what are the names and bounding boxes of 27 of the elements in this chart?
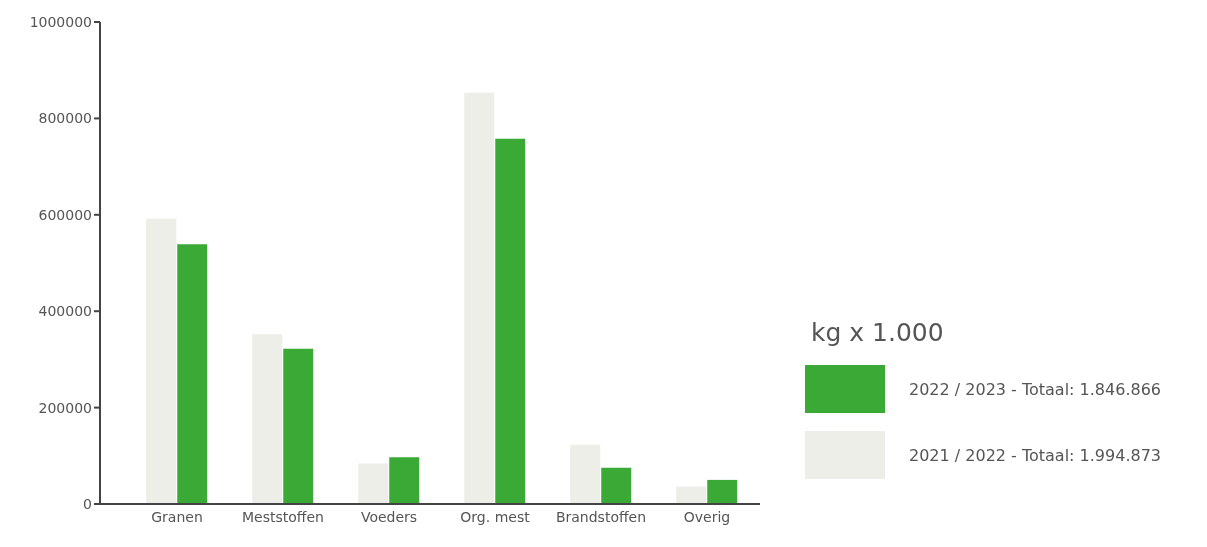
bar xyxy=(358,463,389,504)
bar xyxy=(252,334,283,504)
bar xyxy=(707,479,738,504)
bar xyxy=(676,486,707,504)
bar xyxy=(177,244,208,504)
bar xyxy=(283,348,314,504)
x-tick-label: Overig xyxy=(683,508,731,525)
y-tick-label: 200000 xyxy=(38,399,92,416)
bar xyxy=(146,218,177,504)
y-tick-label: 1000000 xyxy=(29,13,92,30)
text: 2022 / 2023 - Totaal: 1.846.866 xyxy=(909,379,1162,399)
x-tick-label: Voeders xyxy=(360,508,418,525)
text: 2021 / 2022 - Totaal: 1.994.873 xyxy=(909,445,1162,465)
y-tick-label: 800000 xyxy=(38,110,92,127)
y-tick-label: 0 xyxy=(83,495,92,512)
x-tick-label: Brandstoffen xyxy=(555,508,647,525)
x-tick-label: Granen xyxy=(151,508,203,525)
bar xyxy=(389,457,420,504)
bar xyxy=(570,444,601,504)
bar xyxy=(495,138,526,504)
y-tick-label: 400000 xyxy=(38,303,92,320)
bar xyxy=(601,467,632,504)
bar xyxy=(464,92,495,504)
x-tick-label: Meststoffen xyxy=(242,508,324,525)
x-tick-label: Org. mest xyxy=(460,508,531,525)
y-tick-label: 600000 xyxy=(38,206,92,223)
legend-title: kg x 1.000 xyxy=(811,318,945,347)
